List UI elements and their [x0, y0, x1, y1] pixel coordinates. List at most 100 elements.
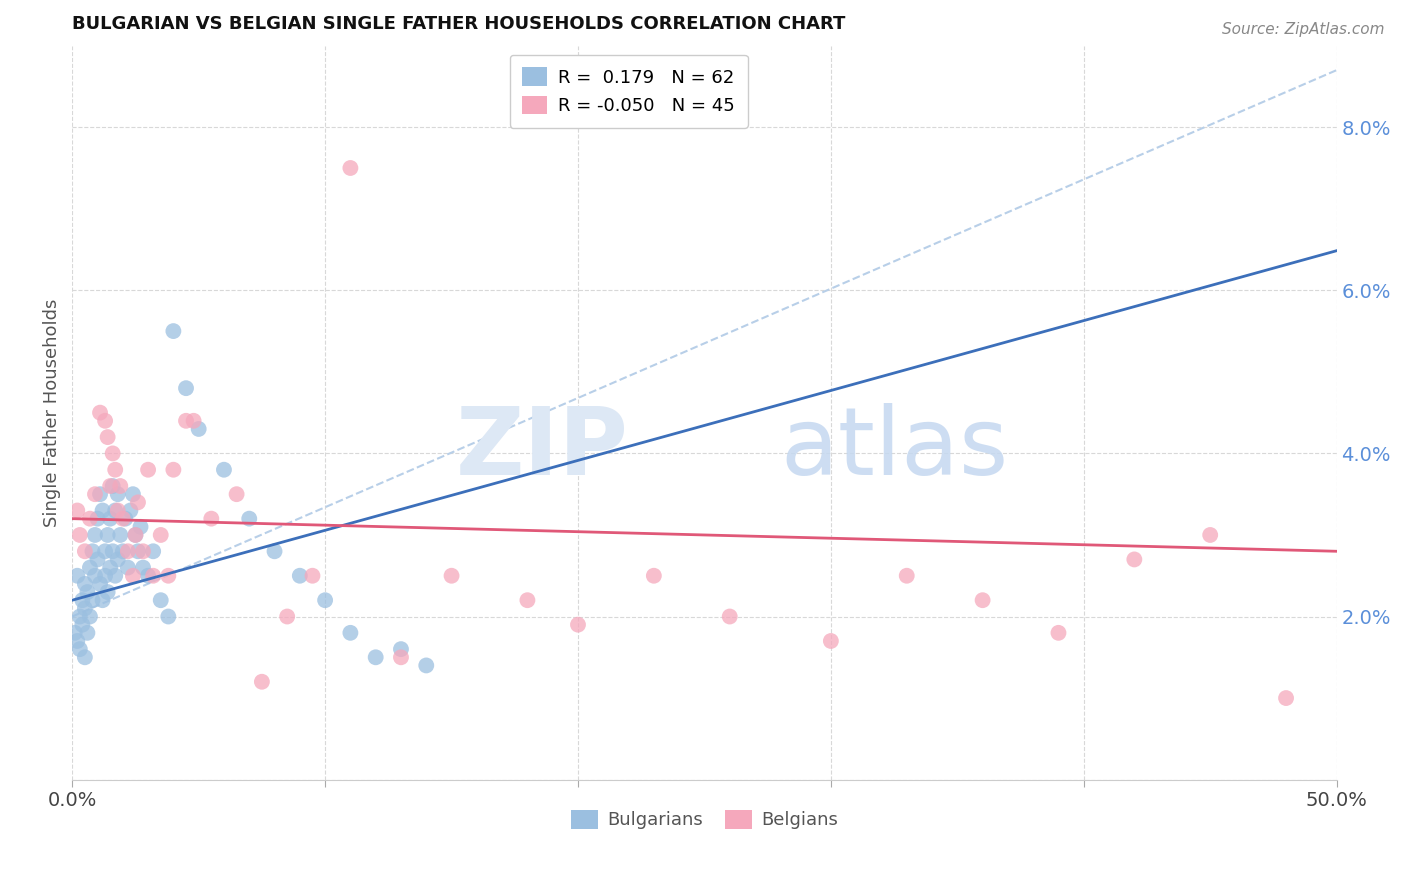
Point	[149, 528, 172, 542]
Point	[440, 568, 463, 582]
Point	[69, 528, 91, 542]
Point	[110, 479, 132, 493]
Point	[238, 511, 260, 525]
Text: ZIP: ZIP	[456, 403, 628, 495]
Point	[107, 552, 129, 566]
Point	[84, 568, 107, 582]
Point	[97, 585, 120, 599]
Point	[132, 544, 155, 558]
Point	[263, 544, 285, 558]
Point	[250, 674, 273, 689]
Point	[66, 503, 89, 517]
Point	[124, 528, 146, 542]
Point	[132, 560, 155, 574]
Point	[389, 650, 412, 665]
Point	[820, 634, 842, 648]
Point	[972, 593, 994, 607]
Point	[364, 650, 387, 665]
Point	[200, 511, 222, 525]
Point	[91, 593, 114, 607]
Point	[1275, 691, 1298, 706]
Point	[157, 568, 180, 582]
Point	[120, 503, 142, 517]
Point	[79, 511, 101, 525]
Point	[97, 528, 120, 542]
Point	[66, 568, 89, 582]
Point	[73, 577, 96, 591]
Point	[187, 422, 209, 436]
Point	[98, 479, 121, 493]
Point	[101, 479, 124, 493]
Point	[89, 487, 111, 501]
Text: atlas: atlas	[780, 403, 1008, 495]
Point	[162, 324, 184, 338]
Point	[89, 577, 111, 591]
Point	[69, 642, 91, 657]
Point	[339, 625, 361, 640]
Point	[122, 568, 145, 582]
Point	[142, 568, 165, 582]
Point	[1047, 625, 1070, 640]
Point	[389, 642, 412, 657]
Point	[73, 544, 96, 558]
Point	[162, 463, 184, 477]
Point	[76, 585, 98, 599]
Point	[104, 503, 127, 517]
Point	[86, 552, 108, 566]
Legend: Bulgarians, Belgians: Bulgarians, Belgians	[564, 803, 845, 837]
Point	[107, 503, 129, 517]
Point	[111, 544, 134, 558]
Point	[567, 617, 589, 632]
Point	[142, 544, 165, 558]
Point	[896, 568, 918, 582]
Point	[124, 528, 146, 542]
Point	[72, 617, 94, 632]
Point	[72, 593, 94, 607]
Point	[129, 520, 152, 534]
Point	[66, 634, 89, 648]
Point	[1199, 528, 1222, 542]
Point	[73, 601, 96, 615]
Point	[84, 487, 107, 501]
Point	[73, 650, 96, 665]
Point	[104, 463, 127, 477]
Point	[225, 487, 247, 501]
Y-axis label: Single Father Households: Single Father Households	[44, 299, 60, 527]
Point	[91, 503, 114, 517]
Text: Source: ZipAtlas.com: Source: ZipAtlas.com	[1222, 22, 1385, 37]
Point	[117, 544, 139, 558]
Point	[111, 511, 134, 525]
Point	[174, 414, 197, 428]
Point	[415, 658, 437, 673]
Point	[76, 625, 98, 640]
Point	[301, 568, 323, 582]
Point	[117, 560, 139, 574]
Point	[157, 609, 180, 624]
Point	[82, 544, 104, 558]
Point	[79, 560, 101, 574]
Point	[89, 406, 111, 420]
Point	[101, 446, 124, 460]
Point	[122, 487, 145, 501]
Point	[94, 544, 117, 558]
Point	[94, 568, 117, 582]
Point	[643, 568, 665, 582]
Point	[110, 528, 132, 542]
Point	[79, 609, 101, 624]
Point	[63, 625, 86, 640]
Point	[1123, 552, 1146, 566]
Text: BULGARIAN VS BELGIAN SINGLE FATHER HOUSEHOLDS CORRELATION CHART: BULGARIAN VS BELGIAN SINGLE FATHER HOUSE…	[72, 15, 845, 33]
Point	[84, 528, 107, 542]
Point	[136, 463, 159, 477]
Point	[314, 593, 336, 607]
Point	[82, 593, 104, 607]
Point	[101, 544, 124, 558]
Point	[69, 609, 91, 624]
Point	[174, 381, 197, 395]
Point	[718, 609, 741, 624]
Point	[94, 414, 117, 428]
Point	[127, 544, 149, 558]
Point	[288, 568, 311, 582]
Point	[98, 511, 121, 525]
Point	[149, 593, 172, 607]
